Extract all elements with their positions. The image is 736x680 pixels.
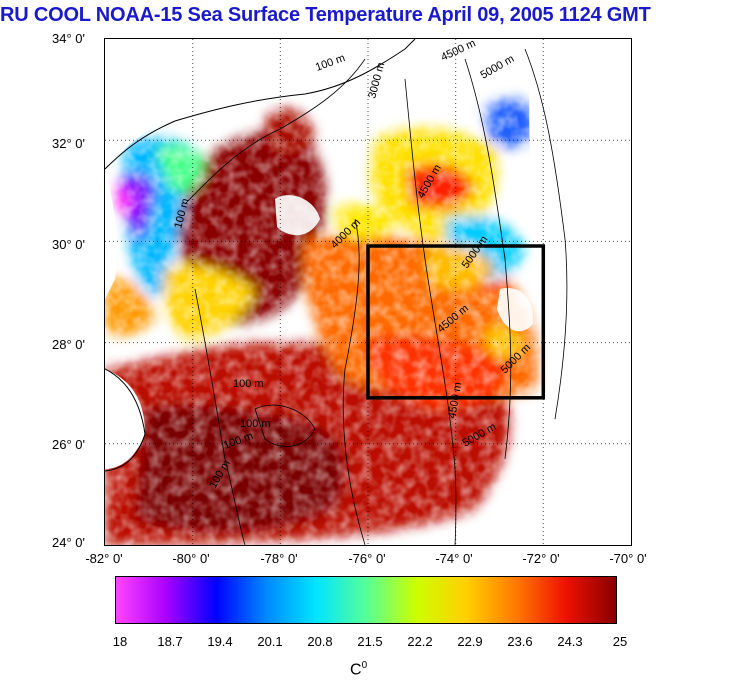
colorbar-tick: 22.9 (457, 634, 483, 649)
lat-label-34: 34° 0' (52, 31, 85, 46)
temperature-colorbar (115, 576, 617, 624)
study-area-box (366, 244, 546, 400)
lat-label-26: 26° 0' (52, 437, 85, 452)
bathymetry-contours (184, 48, 568, 545)
sst-map[interactable]: 100 m 3000 m 4500 m 5000 m 100 m 4000 m … (104, 38, 632, 546)
colorbar-tick: 22.2 (407, 634, 433, 649)
lat-label-28: 28° 0' (52, 337, 85, 352)
unit-superscript: 0 (361, 660, 368, 671)
colorbar-tick: 23.6 (507, 634, 533, 649)
unit-symbol: C (350, 661, 362, 679)
colorbar-tick: 24.3 (557, 634, 583, 649)
contour-label: 100 m (240, 418, 271, 430)
colorbar-tick: 25 (612, 634, 628, 649)
colorbar-tick: 18.7 (157, 634, 183, 649)
colorbar-tick: 18 (112, 634, 128, 649)
colorbar-tick: 21.5 (357, 634, 383, 649)
coastline (105, 39, 416, 170)
contour-label: 100 m (233, 378, 264, 390)
lon-label-80: -80° 0' (172, 551, 210, 566)
map-title: RU COOL NOAA-15 Sea Surface Temperature … (0, 4, 651, 26)
lon-label-72: -72° 0' (522, 551, 560, 566)
colorbar-tick: 19.4 (207, 634, 233, 649)
lon-label-76: -76° 0' (348, 551, 386, 566)
lon-label-78: -78° 0' (260, 551, 298, 566)
colorbar-unit: C0 (350, 660, 367, 679)
sst-map-canvas: 100 m 3000 m 4500 m 5000 m 100 m 4000 m … (105, 39, 631, 545)
lon-label-70: -70° 0' (609, 551, 647, 566)
lon-label-82: -82° 0' (85, 551, 123, 566)
lat-label-30: 30° 0' (52, 237, 85, 252)
colorbar-tick: 20.1 (257, 634, 283, 649)
lat-label-32: 32° 0' (52, 136, 85, 151)
lon-label-74: -74° 0' (435, 551, 473, 566)
colorbar-tick: 20.8 (307, 634, 333, 649)
lat-label-24: 24° 0' (52, 535, 85, 550)
